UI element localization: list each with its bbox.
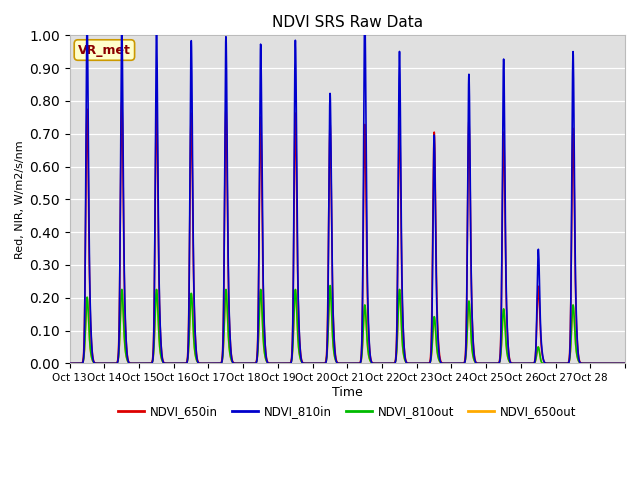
NDVI_810in — [468, 290, 476, 296]
NDVI_810out — [621, 360, 629, 366]
NDVI_810out — [615, 360, 623, 366]
Line: NDVI_810in: NDVI_810in — [70, 13, 625, 363]
NDVI_650in — [468, 291, 476, 297]
NDVI_650in — [503, 320, 511, 325]
NDVI_650in — [118, 98, 125, 104]
NDVI_650in — [180, 360, 188, 366]
NDVI_810out — [503, 349, 511, 355]
NDVI_810out — [468, 339, 476, 345]
NDVI_650out — [468, 341, 476, 347]
NDVI_810out — [326, 283, 334, 288]
NDVI_650out — [621, 360, 629, 366]
NDVI_810in — [419, 360, 426, 366]
NDVI_650out — [615, 360, 623, 366]
Line: NDVI_650out: NDVI_650out — [70, 286, 625, 363]
NDVI_810in — [361, 11, 369, 16]
NDVI_810out — [536, 354, 544, 360]
NDVI_810in — [621, 360, 629, 366]
NDVI_650out — [419, 360, 426, 366]
Y-axis label: Red, NIR, W/m2/s/nm: Red, NIR, W/m2/s/nm — [15, 140, 25, 259]
NDVI_810in — [66, 360, 74, 366]
NDVI_650in — [66, 360, 74, 366]
NDVI_650in — [419, 360, 426, 366]
Line: NDVI_650in: NDVI_650in — [70, 101, 625, 363]
NDVI_650out — [503, 350, 511, 356]
NDVI_810out — [419, 360, 426, 366]
NDVI_650in — [615, 360, 623, 366]
Line: NDVI_810out: NDVI_810out — [70, 286, 625, 363]
NDVI_650in — [536, 325, 544, 331]
NDVI_650out — [179, 360, 187, 366]
NDVI_810out — [66, 360, 74, 366]
NDVI_810out — [179, 360, 187, 366]
NDVI_810in — [536, 315, 544, 321]
NDVI_810in — [503, 315, 511, 321]
Legend: NDVI_650in, NDVI_810in, NDVI_810out, NDVI_650out: NDVI_650in, NDVI_810in, NDVI_810out, NDV… — [113, 401, 582, 423]
X-axis label: Time: Time — [332, 386, 363, 399]
NDVI_650in — [621, 360, 629, 366]
NDVI_650out — [536, 355, 544, 361]
Title: NDVI SRS Raw Data: NDVI SRS Raw Data — [272, 15, 423, 30]
Text: VR_met: VR_met — [78, 44, 131, 57]
NDVI_810in — [179, 360, 187, 366]
NDVI_650out — [326, 283, 334, 289]
NDVI_810in — [615, 360, 623, 366]
NDVI_650out — [66, 360, 74, 366]
